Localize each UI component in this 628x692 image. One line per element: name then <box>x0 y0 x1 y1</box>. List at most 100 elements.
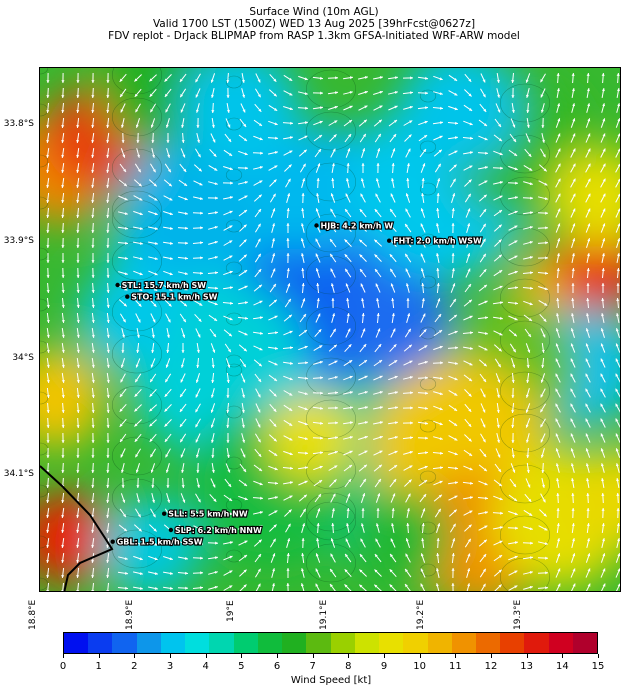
wind-arrow-head <box>214 585 218 589</box>
wind-arrow-head <box>601 493 605 496</box>
wind-arrow-head <box>405 208 409 212</box>
wind-arrow-head <box>91 200 95 203</box>
wind-arrow-head <box>544 287 548 291</box>
wind-arrow-head <box>275 481 278 485</box>
terrain-contour <box>305 111 356 151</box>
wind-arrow-head <box>200 586 203 590</box>
wind-arrow-head <box>541 349 545 353</box>
terrain-contour <box>305 213 356 253</box>
wind-arrow-head <box>409 105 413 109</box>
wind-arrow-head <box>288 164 292 168</box>
wind-arrow-head <box>497 364 501 368</box>
wind-arrow-head <box>453 509 457 513</box>
wind-arrow-head <box>540 94 544 98</box>
wind-arrow-head <box>167 514 171 518</box>
wind-arrow-head <box>420 223 424 227</box>
wind-arrow-head <box>139 287 143 291</box>
wind-arrow-head <box>587 568 591 572</box>
wind-arrow-head <box>305 376 308 380</box>
wind-arrow-head <box>331 508 335 512</box>
wind-arrow-head <box>423 494 427 498</box>
station-marker-slp[interactable] <box>168 527 174 533</box>
terrain-contour <box>40 577 49 591</box>
wind-arrow-head <box>391 298 395 301</box>
lon-tick-label: 19.2°E <box>415 599 426 630</box>
wind-arrow-head <box>154 557 158 561</box>
wind-arrow-head <box>439 422 443 426</box>
wind-arrow-head <box>304 121 308 125</box>
wind-arrow-head <box>393 120 397 123</box>
wind-arrow-head <box>379 76 383 79</box>
wind-arrow-head <box>91 290 95 293</box>
wind-arrow-head <box>571 253 575 257</box>
wind-arrow-head <box>289 392 293 396</box>
wind-arrow-head <box>541 365 545 368</box>
wind-arrow-head <box>320 91 323 95</box>
wind-map[interactable]: HJB: 4.2 km/h W FHT: 2.0 km/h WSW STL: 15.… <box>39 67 621 592</box>
wind-arrow-head <box>585 343 589 347</box>
lon-tick-label: 18.8°E <box>27 599 38 630</box>
wind-arrow-head <box>572 118 576 122</box>
wind-arrow-head <box>289 150 293 154</box>
wind-arrow-head <box>229 555 233 559</box>
wind-arrow-head <box>359 209 363 213</box>
wind-arrow-head <box>121 350 125 353</box>
wind-arrow-head <box>61 470 65 473</box>
wind-arrow-head <box>258 194 262 198</box>
wind-arrow-head <box>601 283 605 286</box>
wind-arrow-head <box>602 103 606 107</box>
wind-arrow-head <box>195 454 199 458</box>
wind-arrow-head <box>257 94 261 98</box>
wind-arrow-head <box>555 358 559 362</box>
station-marker-stl[interactable] <box>115 282 120 288</box>
wind-arrow-head <box>106 590 110 591</box>
colorbar-segment <box>306 633 331 653</box>
wind-arrow-head <box>334 120 338 124</box>
wind-arrow-head <box>229 512 233 516</box>
station-marker-sto[interactable] <box>125 294 130 299</box>
lon-tick-label: 19.1°E <box>318 599 329 630</box>
wind-arrow-head <box>571 268 575 271</box>
wind-arrow-head <box>482 424 486 428</box>
wind-arrow-head <box>61 80 65 83</box>
station-marker-gbl[interactable] <box>110 539 115 544</box>
wind-arrow-head <box>360 283 364 287</box>
wind-arrow-head <box>76 260 80 263</box>
wind-arrow-head <box>498 138 502 142</box>
terrain-contour <box>419 233 437 247</box>
wind-arrow-head <box>530 286 533 290</box>
wind-arrow-head <box>585 463 589 467</box>
station-marker-hjb[interactable] <box>314 223 319 228</box>
wind-arrow-head <box>374 554 378 558</box>
wind-arrow-head <box>289 107 293 111</box>
colorbar-segment <box>548 633 573 653</box>
wind-arrow-head <box>124 197 128 201</box>
wind-arrow-head <box>513 153 518 156</box>
wind-arrow-head <box>123 513 126 518</box>
wind-arrow-head <box>151 334 155 338</box>
wind-arrow-head <box>375 538 379 542</box>
wind-arrow-head <box>274 362 278 366</box>
wind-arrow-head <box>483 378 486 382</box>
wind-arrow-head <box>195 409 199 413</box>
wind-arrow-head <box>76 245 80 248</box>
wind-arrow-head <box>91 110 95 113</box>
wind-arrow-head <box>169 272 173 276</box>
wind-arrow-head <box>500 301 503 305</box>
wind-arrow-head <box>61 215 65 218</box>
wind-arrow-head <box>330 568 333 573</box>
wind-arrow-head <box>166 334 170 338</box>
wind-arrow-head <box>346 523 350 527</box>
wind-arrow-head <box>424 465 428 469</box>
wind-arrow-head <box>572 103 576 107</box>
wind-arrow-head <box>436 253 440 257</box>
wind-arrow-head <box>424 406 428 410</box>
station-marker-fht[interactable] <box>387 238 392 243</box>
wind-arrow-head <box>587 553 591 557</box>
wind-arrow-head <box>600 463 604 467</box>
lon-tick-label: 19.3°E <box>512 599 523 630</box>
wind-arrow-head <box>167 499 171 503</box>
wind-arrow-head <box>617 238 620 242</box>
station-marker-sll[interactable] <box>162 511 167 516</box>
terrain-contour <box>499 371 550 411</box>
